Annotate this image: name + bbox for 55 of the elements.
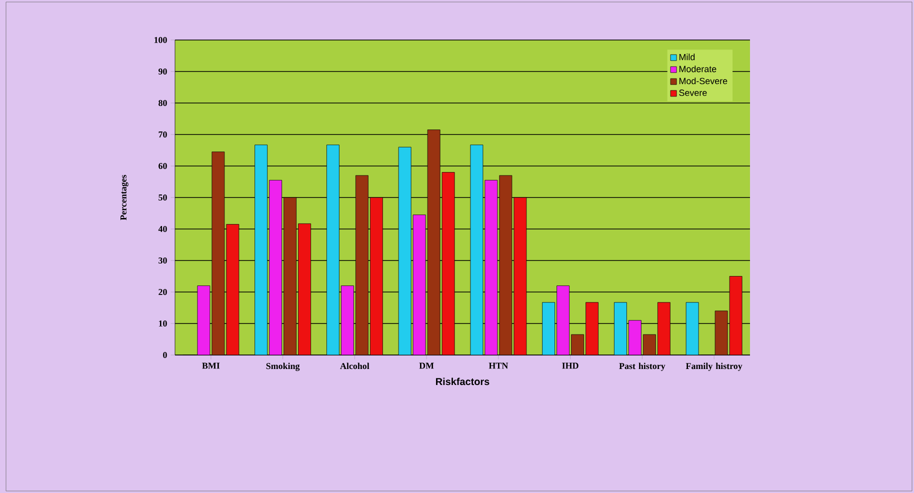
- bar: [284, 197, 296, 355]
- bar: [686, 302, 699, 355]
- bar: [226, 224, 239, 355]
- bar: [428, 130, 440, 355]
- x-tick-label: Smoking: [266, 362, 300, 371]
- bar: [643, 334, 656, 355]
- bar: [571, 334, 584, 355]
- bar: [356, 175, 368, 355]
- bar: [254, 144, 268, 355]
- y-tick-label: 90: [158, 68, 167, 75]
- bar: [658, 302, 670, 355]
- y-tick-label: 0: [163, 352, 167, 358]
- y-tick-label: 50: [158, 194, 167, 201]
- x-tick-label: HTN: [488, 362, 508, 369]
- legend-label: Mod-Severe: [679, 78, 728, 84]
- y-tick-label: 70: [158, 131, 167, 138]
- bar: [542, 302, 555, 355]
- bar: [729, 276, 742, 355]
- x-tick-label: DM: [419, 362, 434, 369]
- bar: [341, 286, 354, 355]
- bar: [614, 302, 627, 355]
- bar: [714, 310, 728, 355]
- y-tick-label: 60: [158, 162, 167, 170]
- x-axis-title: Riskfactors: [436, 378, 490, 386]
- bar: [298, 224, 311, 355]
- legend-label: Mild: [679, 54, 695, 60]
- y-axis-title: Percentages: [120, 174, 128, 220]
- legend-label: Severe: [679, 90, 707, 96]
- bar: [628, 320, 642, 355]
- bar: [514, 197, 526, 355]
- y-tick-label: 20: [158, 288, 167, 296]
- bar: [398, 147, 412, 355]
- bar: [197, 286, 210, 355]
- bar: [442, 172, 455, 355]
- x-tick-label: Family histroy: [686, 362, 742, 371]
- bar: [269, 180, 282, 355]
- bar: [212, 152, 224, 355]
- y-tick-label: 10: [158, 320, 167, 327]
- bar: [413, 214, 426, 355]
- y-tick-label: 100: [154, 36, 167, 44]
- y-tick-label: 80: [158, 100, 167, 106]
- bar: [499, 175, 512, 355]
- y-tick-label: 40: [158, 226, 167, 232]
- bar: [470, 144, 483, 355]
- x-tick-label: BMI: [202, 362, 220, 369]
- x-tick-label: IHD: [562, 362, 578, 369]
- y-tick-label: 30: [158, 257, 167, 264]
- x-tick-label: Alcohol: [340, 362, 370, 370]
- bar: [586, 302, 598, 355]
- bar: [326, 144, 340, 355]
- bar: [484, 180, 498, 355]
- bar: [370, 197, 383, 355]
- x-tick-label: Past history: [619, 362, 666, 371]
- legend-label: Moderate: [679, 66, 716, 72]
- bar: [556, 286, 570, 355]
